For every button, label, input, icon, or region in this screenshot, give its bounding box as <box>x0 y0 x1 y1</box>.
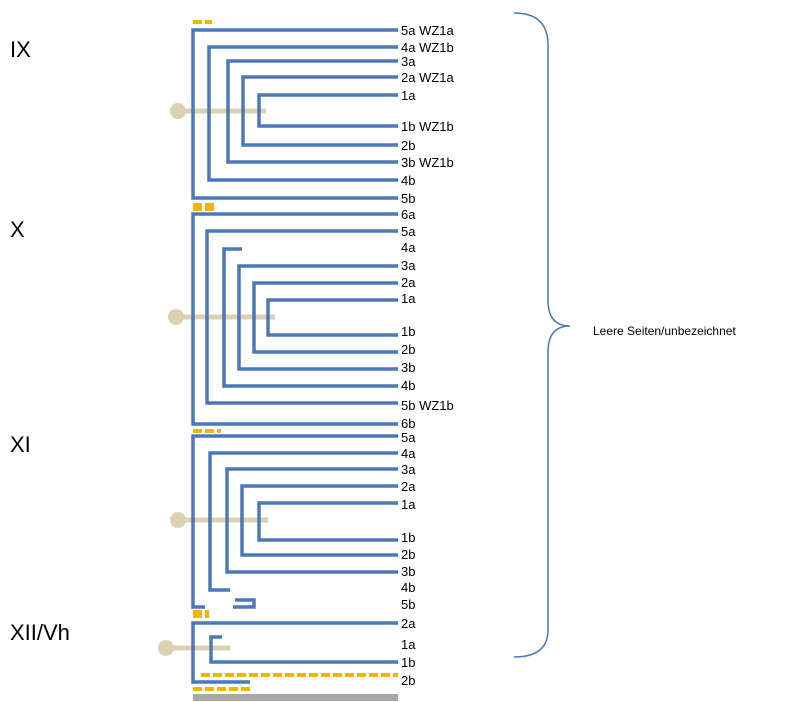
bifolium-single-leaf <box>191 621 398 684</box>
leaf-label: 2b <box>401 547 415 562</box>
thread-knot <box>168 309 184 325</box>
leaf-label: 1b <box>401 655 415 670</box>
bifolium-single-leaf <box>209 635 398 664</box>
bifolium <box>207 45 398 182</box>
bifolium <box>241 75 398 147</box>
leaf-label: 2b <box>401 673 415 688</box>
bifolium-single-leaf <box>222 247 398 388</box>
quire-x: 6a 5a 4a 3a 2a 1a 1b 2b 3b 4b 5b WZ1b 6b <box>168 203 454 431</box>
thread-knot <box>170 512 186 528</box>
leaf-label: 2a WZ1a <box>401 70 455 85</box>
leaf-label: 5b <box>401 597 415 612</box>
leaf-label: 5b WZ1b <box>401 398 454 413</box>
leaf-label: 6a <box>401 207 416 222</box>
group-label-ix: IX <box>10 37 31 62</box>
quire-xi: 5a 4a 3a 2a 1a 1b 2b 3b 4b 5b <box>170 429 416 612</box>
leaf-label: 3a <box>401 258 416 273</box>
leaf-label: 2a <box>401 616 416 631</box>
leaf-label: 4a <box>401 240 416 255</box>
leaf-label: 2a <box>401 479 416 494</box>
leaf-label: 5a <box>401 430 416 445</box>
quire-ix: 5a WZ1a 4a WZ1b 3a 2a WZ1a 1a 1b WZ1b 2b… <box>170 20 455 206</box>
thread-knot <box>158 640 174 656</box>
bifolium <box>191 28 398 200</box>
leaf-label: 6b <box>401 416 415 431</box>
bifolium <box>237 264 398 371</box>
leaf-label: 1a <box>401 497 416 512</box>
leaf-label: 3a <box>401 462 416 477</box>
bifolium <box>240 484 398 557</box>
stub <box>233 598 256 609</box>
bifolium <box>226 59 398 164</box>
leaf-label: 2b <box>401 138 415 153</box>
brace-label: Leere Seiten/unbezeichnet <box>593 324 736 338</box>
leaf-label: 1a <box>401 291 416 306</box>
leaf-label: 5a <box>401 224 416 239</box>
cover-board <box>193 694 398 701</box>
quire-xii: 2a 1a 1b 2b <box>158 610 416 701</box>
leaf-label: 2a <box>401 275 416 290</box>
bifolium <box>257 93 398 128</box>
bifolium <box>191 212 398 426</box>
group-label-xii: XII/Vh <box>10 620 70 645</box>
leaf-label: 1a <box>401 88 416 103</box>
bifolium-single-leaf <box>208 451 398 592</box>
bifolium <box>225 467 398 574</box>
leaf-label: 3b <box>401 360 415 375</box>
leaf-label: 4a <box>401 446 416 461</box>
leaf-label: 1a <box>401 637 416 652</box>
leaf-label: 3a <box>401 54 416 69</box>
leaf-label: 5a WZ1a <box>401 23 455 38</box>
leaf-label: 4b <box>401 173 415 188</box>
group-label-x: X <box>10 217 25 242</box>
leaf-label: 2b <box>401 342 415 357</box>
leaf-label: 4b <box>401 580 415 595</box>
leaf-label: 3b WZ1b <box>401 155 454 170</box>
bifolium-single-leaf <box>191 434 398 609</box>
bifolium <box>252 281 398 354</box>
bifolium <box>266 298 398 337</box>
bifolium <box>257 501 398 542</box>
curly-brace <box>513 12 571 658</box>
bifolium <box>205 229 398 405</box>
group-label-xi: XI <box>10 432 31 457</box>
leaf-label: 5b <box>401 191 415 206</box>
leaf-label: 1b <box>401 530 415 545</box>
leaf-label: 4a WZ1b <box>401 40 454 55</box>
leaf-label: 1b WZ1b <box>401 119 454 134</box>
leaf-label: 4b <box>401 378 415 393</box>
thread-knot <box>170 103 186 119</box>
leaf-label: 1b <box>401 324 415 339</box>
leaf-label: 3b <box>401 564 415 579</box>
